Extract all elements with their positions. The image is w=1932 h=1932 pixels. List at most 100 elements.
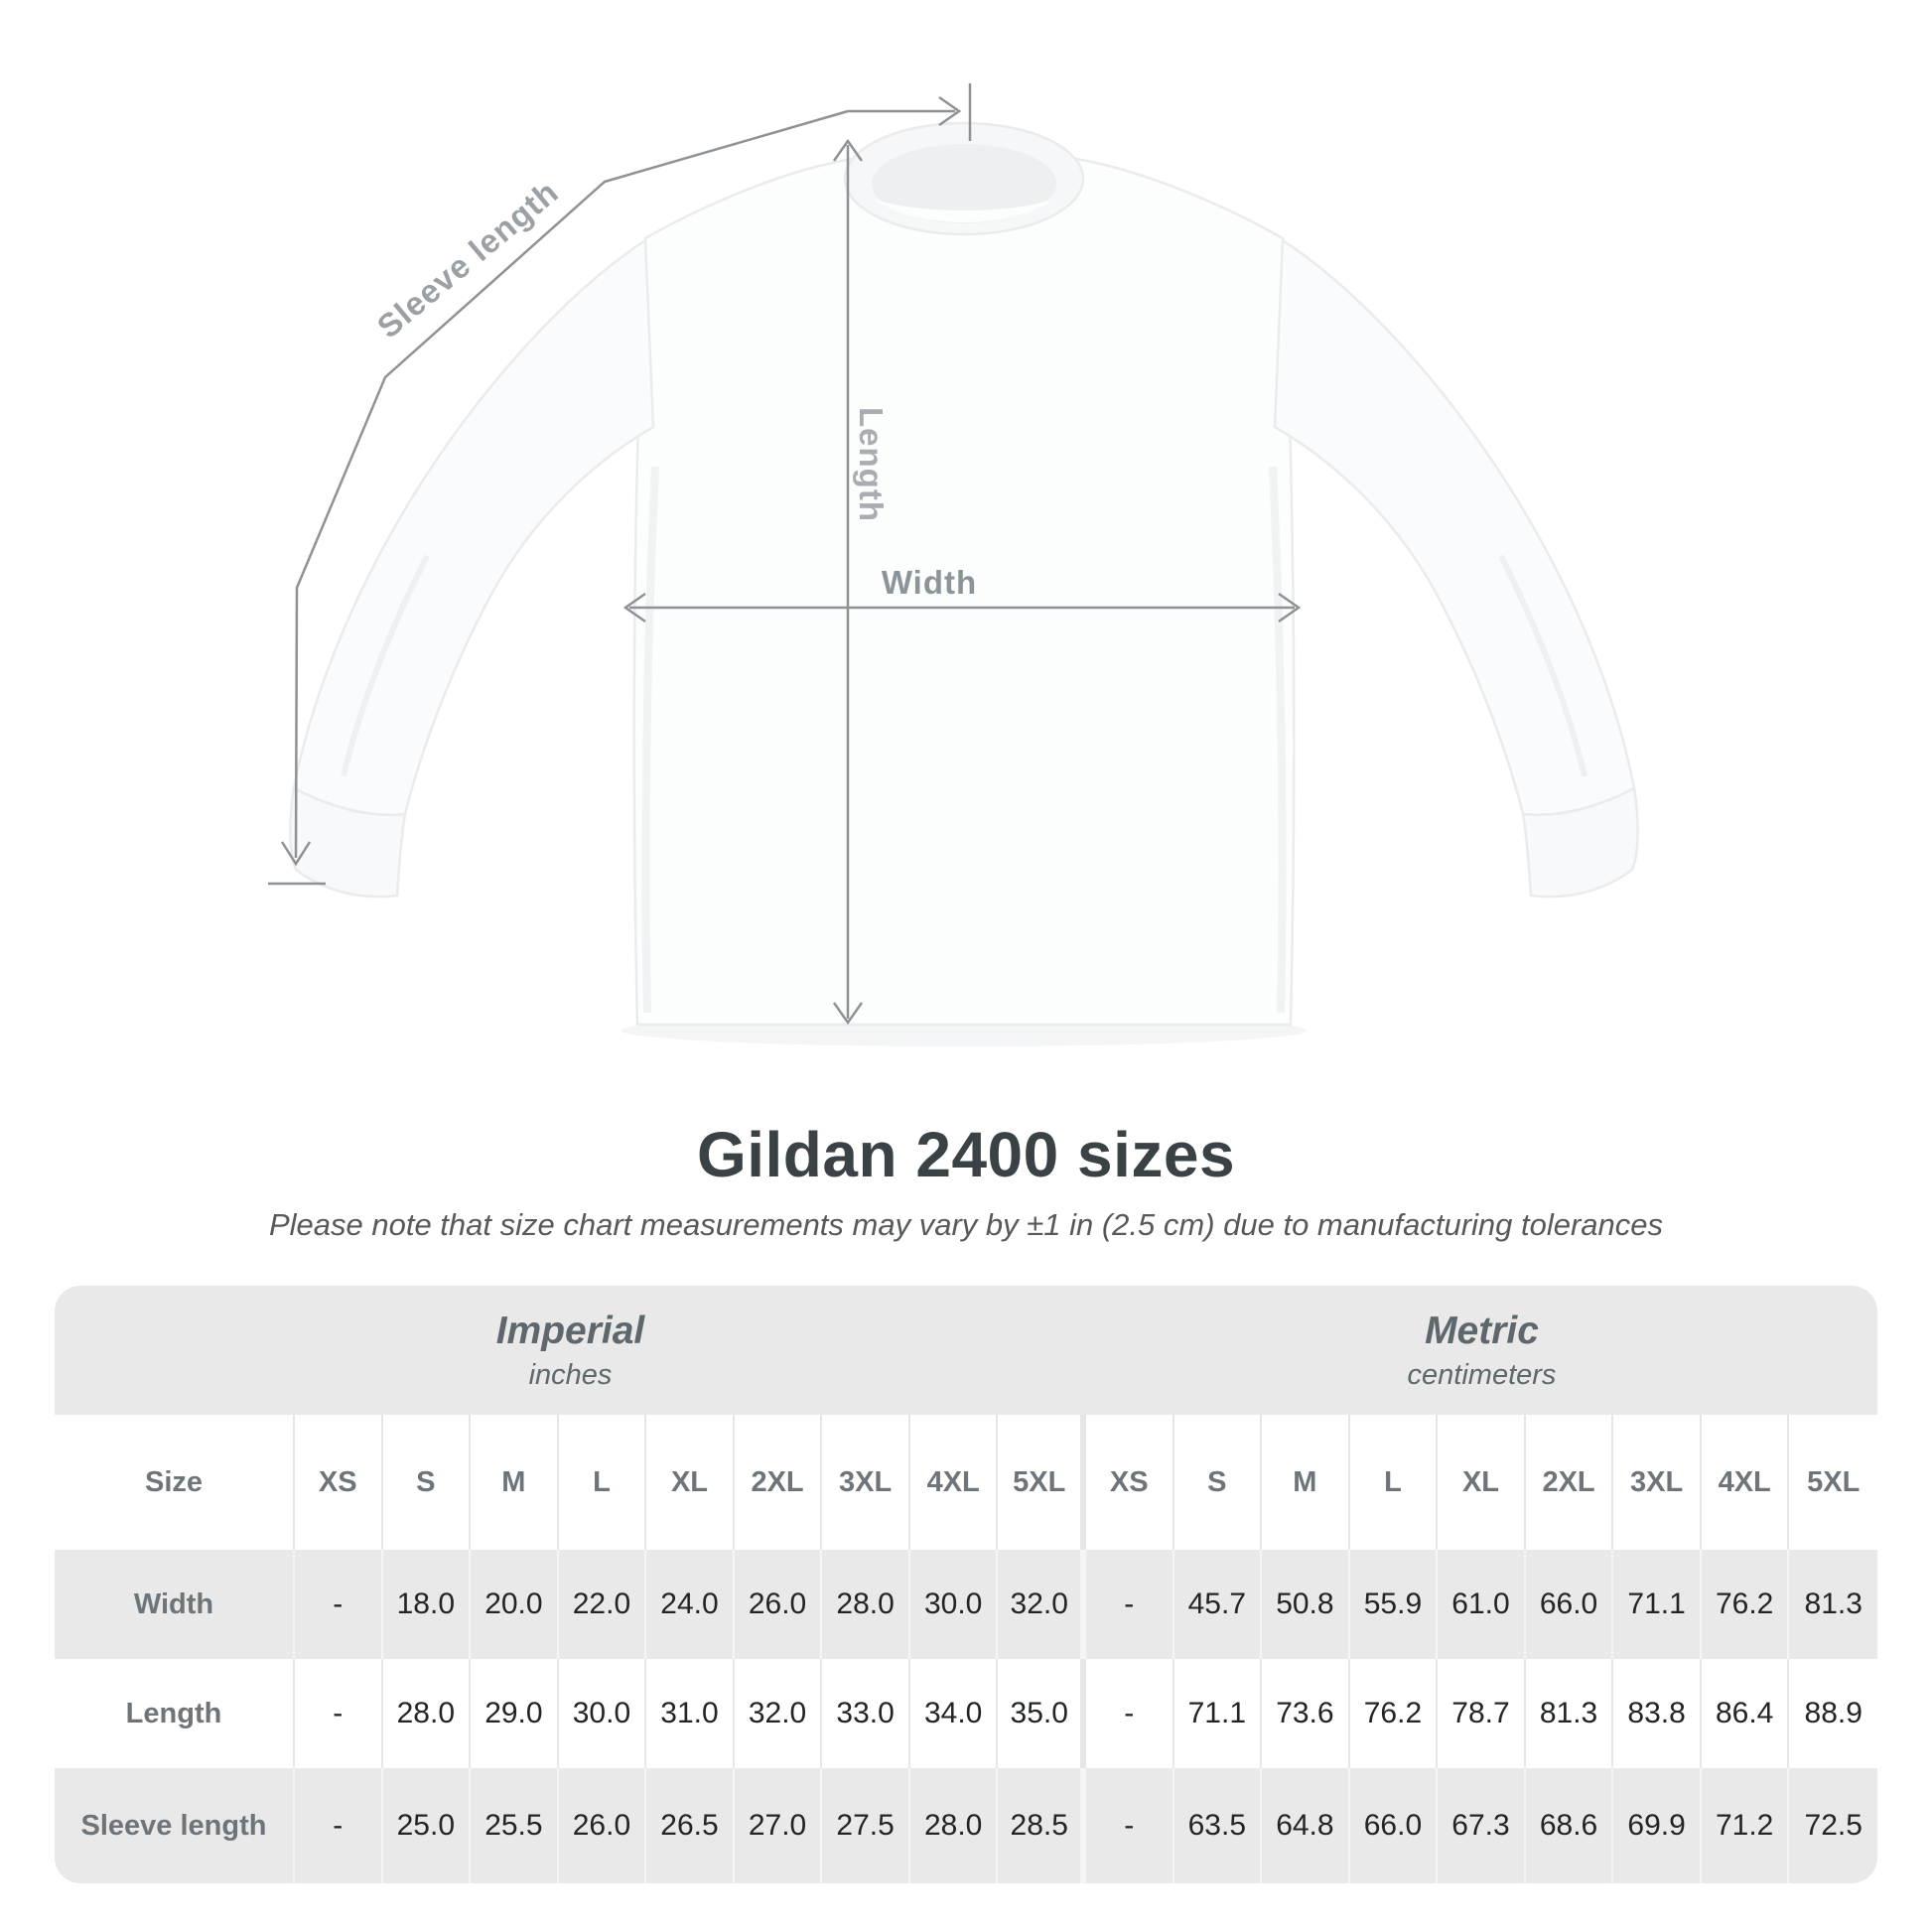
width-row: Width - 18.0 20.0 22.0 24.0 26.0 28.0 30… [55,1550,1877,1659]
width-imperial-3xl: 28.0 [822,1550,910,1659]
width-imperial-4xl: 30.0 [910,1550,999,1659]
length-imperial-l: 30.0 [559,1659,647,1768]
imperial-group-title: Imperial [495,1309,645,1352]
sleeve-length-arrow [268,83,972,886]
metric-size-xl: XL [1438,1415,1526,1550]
length-metric-s: 71.1 [1174,1659,1263,1768]
sleeve-imperial-5xl: 28.5 [998,1768,1086,1883]
page-title: Gildan 2400 sizes [696,1119,1236,1190]
sizes-table: Imperial inches Metric centimeters Size … [55,1286,1877,1883]
width-imperial-xl: 24.0 [646,1550,735,1659]
length-metric-xs: - [1086,1659,1174,1768]
imperial-size-2xl: 2XL [735,1415,823,1550]
right-sleeve-crease [1498,554,1587,777]
imperial-size-s: S [383,1415,472,1550]
heading-block: Gildan 2400 sizes Please note that size … [0,1118,1932,1243]
width-metric-xl: 61.0 [1438,1550,1526,1659]
width-imperial-l: 22.0 [559,1550,647,1659]
imperial-size-m: M [471,1415,559,1550]
sleeve-metric-xs: - [1086,1768,1174,1883]
width-metric-5xl: 81.3 [1804,1587,1863,1620]
length-metric-l: 76.2 [1350,1659,1439,1768]
unit-group-row: Imperial inches Metric centimeters [55,1286,1877,1415]
length-arrow [832,138,864,1026]
length-metric-5xl: 88.9 [1804,1697,1863,1729]
length-metric-4xl: 86.4 [1702,1659,1790,1768]
length-imperial-xl: 31.0 [646,1659,735,1768]
measurement-arrows [268,83,1302,1026]
width-imperial-xs: - [295,1550,383,1659]
width-metric-2xl: 66.0 [1526,1550,1614,1659]
length-imperial-2xl: 32.0 [735,1659,823,1768]
width-imperial-2xl: 26.0 [735,1550,823,1659]
left-sleeve-crease [341,554,430,777]
sleeve-imperial-4xl: 28.0 [910,1768,999,1883]
sleeve-length-row: Sleeve length - 25.0 25.5 26.0 26.5 27.0… [55,1768,1877,1883]
left-sleeve [292,237,655,816]
collar-inner [872,144,1056,223]
page-subtitle: Please note that size chart measurements… [268,1207,1664,1242]
width-metric-s: 45.7 [1174,1550,1263,1659]
sleeve-imperial-3xl: 27.5 [822,1768,910,1883]
metric-size-5xl: 5XL [1807,1465,1861,1498]
length-imperial-5xl: 35.0 [998,1659,1086,1768]
sleeve-imperial-xl: 26.5 [646,1768,735,1883]
length-imperial-m: 29.0 [471,1659,559,1768]
length-row-label: Length [55,1659,295,1768]
sleeve-imperial-l: 26.0 [559,1768,647,1883]
sleeve-imperial-2xl: 27.0 [735,1768,823,1883]
length-imperial-4xl: 34.0 [910,1659,999,1768]
sleeve-length-label: Sleeve length [370,173,566,345]
sleeve-metric-xl: 67.3 [1438,1768,1526,1883]
length-imperial-3xl: 33.0 [822,1659,910,1768]
width-metric-4xl: 76.2 [1702,1550,1790,1659]
sleeve-imperial-s: 25.0 [383,1768,472,1883]
right-cuff [1521,786,1639,898]
imperial-size-4xl: 4XL [910,1415,999,1550]
sleeve-metric-s: 63.5 [1174,1768,1263,1883]
width-arrow [622,592,1302,623]
width-metric-l: 55.9 [1350,1550,1439,1659]
sleeve-metric-3xl: 69.9 [1613,1768,1702,1883]
width-imperial-s: 18.0 [383,1550,472,1659]
metric-size-s: S [1174,1415,1263,1550]
sleeve-row-label: Sleeve length [55,1768,295,1883]
sleeve-metric-m: 64.8 [1262,1768,1350,1883]
length-metric-3xl: 83.8 [1613,1659,1702,1768]
sleeve-metric-4xl: 71.2 [1702,1768,1790,1883]
metric-group-unit: centimeters [1407,1358,1557,1391]
body-crease-left [641,466,659,1014]
width-metric-m: 50.8 [1262,1550,1350,1659]
left-cuff [289,786,407,898]
length-row: Length - 28.0 29.0 30.0 31.0 32.0 33.0 3… [55,1659,1877,1768]
imperial-size-xl: XL [646,1415,735,1550]
body-crease-right [1269,466,1287,1014]
imperial-size-xs: XS [295,1415,383,1550]
metric-size-m: M [1262,1415,1350,1550]
imperial-group-header: Imperial inches [55,1286,1086,1415]
sleeve-imperial-m: 25.5 [471,1768,559,1883]
imperial-size-l: L [559,1415,647,1550]
imperial-size-5xl: 5XL [998,1415,1086,1550]
length-label: Length [853,407,890,522]
length-metric-2xl: 81.3 [1526,1659,1614,1768]
imperial-size-3xl: 3XL [822,1415,910,1550]
sleeve-metric-5xl: 72.5 [1804,1809,1863,1842]
sleeve-imperial-xs: - [295,1768,383,1883]
width-label: Width [882,564,977,601]
width-imperial-5xl: 32.0 [998,1550,1086,1659]
width-metric-xs: - [1086,1550,1174,1659]
shirt-diagram: Sleeve length Length Width [268,83,1639,1046]
width-metric-3xl: 71.1 [1613,1550,1702,1659]
length-metric-xl: 78.7 [1438,1659,1526,1768]
right-sleeve [1273,237,1636,816]
metric-size-4xl: 4XL [1702,1415,1790,1550]
width-row-label: Width [55,1550,295,1659]
sleeve-metric-2xl: 68.6 [1526,1768,1614,1883]
sleeve-metric-l: 66.0 [1350,1768,1439,1883]
size-column-header: Size [55,1415,295,1550]
metric-size-3xl: 3XL [1613,1415,1702,1550]
length-imperial-xs: - [295,1659,383,1768]
metric-group-title: Metric [1425,1309,1539,1352]
